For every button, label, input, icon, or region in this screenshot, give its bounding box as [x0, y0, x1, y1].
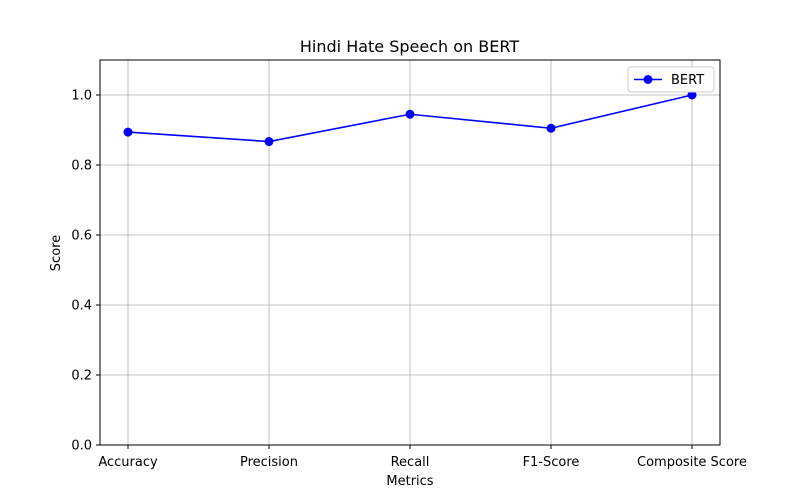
legend-marker	[643, 75, 653, 84]
x-tick-label: Precision	[240, 455, 298, 470]
data-point	[405, 109, 415, 119]
axes: 0.0 0.2 0.4 0.6 0.8 1.0 Accuracy Precision Recal…	[71, 89, 747, 471]
legend-label-bert: BERT	[671, 73, 704, 88]
data-point	[123, 127, 133, 137]
y-tick-label: 0.6	[71, 229, 92, 244]
x-tick-label: Accuracy	[98, 455, 158, 470]
grid-lines	[100, 60, 720, 446]
y-tick-label: 0.0	[71, 439, 92, 454]
data-point	[546, 123, 556, 133]
y-axis-label: Score	[49, 235, 64, 271]
plot-frame	[99, 59, 721, 446]
data-point	[264, 137, 274, 147]
legend-box	[627, 66, 715, 93]
data-point	[687, 90, 697, 100]
y-tick-label: 0.8	[71, 159, 92, 174]
chart-title: Hindi Hate Speech on BERT	[300, 37, 519, 56]
y-tick-label: 1.0	[71, 89, 92, 104]
y-tick-label: 0.4	[71, 299, 92, 314]
y-tick-label: 0.2	[71, 369, 92, 384]
x-tick-label: F1-Score	[523, 455, 580, 470]
legend: BERT	[627, 66, 715, 93]
x-axis-label: Metrics	[386, 474, 433, 489]
x-tick-label: Composite Score	[637, 455, 747, 470]
series-layer	[123, 90, 697, 147]
x-tick-label: Recall	[391, 455, 430, 470]
